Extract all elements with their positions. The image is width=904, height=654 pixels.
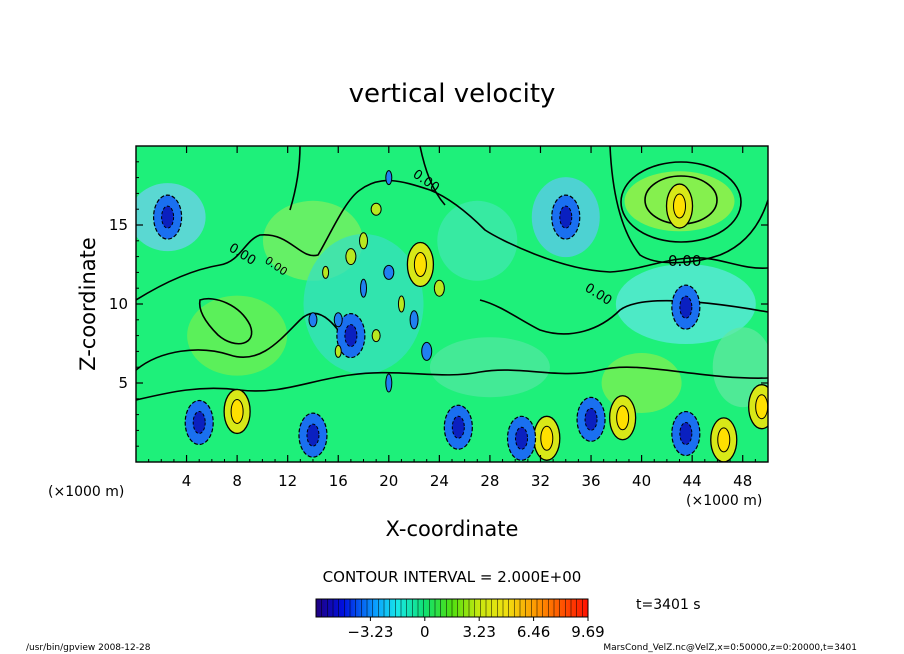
zero-contour-upper-center	[289, 146, 446, 211]
contour-layer	[136, 146, 768, 401]
negative-core-inner	[679, 295, 693, 319]
zero-contour-upper-right	[609, 146, 768, 264]
positive-core-inner	[413, 252, 427, 277]
x-unit-left: (×1000 m)	[48, 484, 124, 500]
colorbar-tick-label: 9.69	[571, 623, 604, 641]
small-eddy	[433, 279, 445, 297]
contour-label: 0.00	[668, 252, 701, 270]
negative-core-inner	[584, 407, 598, 431]
negative-core-inner	[679, 422, 693, 446]
positive-contour-upper-right-outer	[620, 161, 742, 243]
x-tick-label: 24	[430, 472, 449, 490]
field-blob	[712, 327, 768, 408]
x-tick-label: 8	[232, 472, 242, 490]
x-axis-label: X-coordinate	[386, 517, 519, 541]
x-tick-label: 12	[278, 472, 297, 490]
field-blob	[303, 234, 424, 374]
colorbar-ticks: −3.23 0 3.23 6.46 9.69	[347, 617, 605, 641]
negative-core-inner	[344, 324, 358, 348]
colorbar-tick-label: −3.23	[347, 623, 393, 641]
negative-core-inner	[161, 205, 175, 229]
colorbar-tick-label: 6.46	[517, 623, 550, 641]
small-eddy	[385, 170, 393, 186]
field-blob	[437, 200, 518, 281]
chart-title: vertical velocity	[349, 79, 556, 109]
x-tick-label: 4	[182, 472, 192, 490]
x-tick-label: 20	[379, 472, 398, 490]
negative-core-inner	[515, 426, 529, 450]
plot-area: 0.00 0.00 0.00 0.00 0.00 4 8 12 16 20 24 28 32 3…	[109, 145, 769, 490]
colorbar-tick-label: 3.23	[462, 623, 495, 641]
small-eddy	[421, 341, 433, 361]
x-unit-right: (×1000 m)	[686, 493, 762, 509]
x-tick-label: 44	[683, 472, 702, 490]
y-axis: 5 10 15	[109, 161, 768, 447]
x-tick-label: 16	[329, 472, 348, 490]
small-eddy	[383, 264, 395, 280]
small-eddy	[359, 232, 369, 250]
x-tick-label: 40	[632, 472, 651, 490]
contour-interval: CONTOUR INTERVAL = 2.000E+00	[323, 568, 582, 586]
x-tick-label: 28	[480, 472, 499, 490]
negative-core-inner	[306, 423, 320, 447]
small-eddy	[371, 329, 381, 343]
zero-contour-left-loop	[198, 298, 253, 345]
field-blob	[429, 337, 550, 398]
zero-contour-main	[136, 179, 768, 301]
y-tick-label: 10	[109, 295, 128, 313]
x-tick-label: 48	[733, 472, 752, 490]
colorbar-tick-label: 0	[420, 623, 430, 641]
zero-contour-middle-left	[136, 312, 351, 371]
y-tick-label: 15	[109, 216, 128, 234]
small-eddy	[370, 202, 382, 216]
x-tick-label: 32	[531, 472, 550, 490]
negative-core-inner	[192, 411, 206, 434]
field-blob	[187, 295, 288, 376]
small-eddy	[409, 310, 419, 330]
small-eddy	[334, 344, 342, 358]
colorbar: −3.23 0 3.23 6.46 9.69	[315, 598, 605, 641]
footer-left: /usr/bin/gpview 2008-12-28	[26, 643, 151, 653]
x-axis: 4 8 12 16 20 24 28 32 36 40 44 48	[148, 146, 756, 490]
positive-core-inner	[717, 427, 731, 453]
small-eddy	[308, 312, 318, 328]
small-eddy	[385, 373, 393, 393]
small-eddy	[360, 278, 368, 298]
footer-right: MarsCond_VelZ.nc@VelZ,x=0:50000,z=0:2000…	[603, 643, 857, 653]
colorbar-steps	[321, 599, 583, 617]
small-eddy	[322, 265, 330, 279]
positive-core-inner	[230, 398, 244, 424]
y-tick-label: 5	[118, 374, 128, 392]
negative-core-inner	[559, 205, 573, 229]
time-label: t=3401 s	[636, 597, 701, 613]
y-axis-label: Z-coordinate	[76, 237, 100, 371]
core-contours	[153, 170, 768, 462]
small-eddy	[397, 295, 405, 313]
small-eddy	[345, 248, 357, 266]
negative-core-inner	[451, 415, 465, 439]
positive-core-inner	[755, 394, 768, 420]
positive-core-inner	[673, 193, 687, 219]
positive-core-inner	[540, 425, 554, 451]
x-tick-label: 36	[581, 472, 600, 490]
small-eddy	[333, 312, 343, 328]
positive-core-inner	[616, 405, 630, 431]
